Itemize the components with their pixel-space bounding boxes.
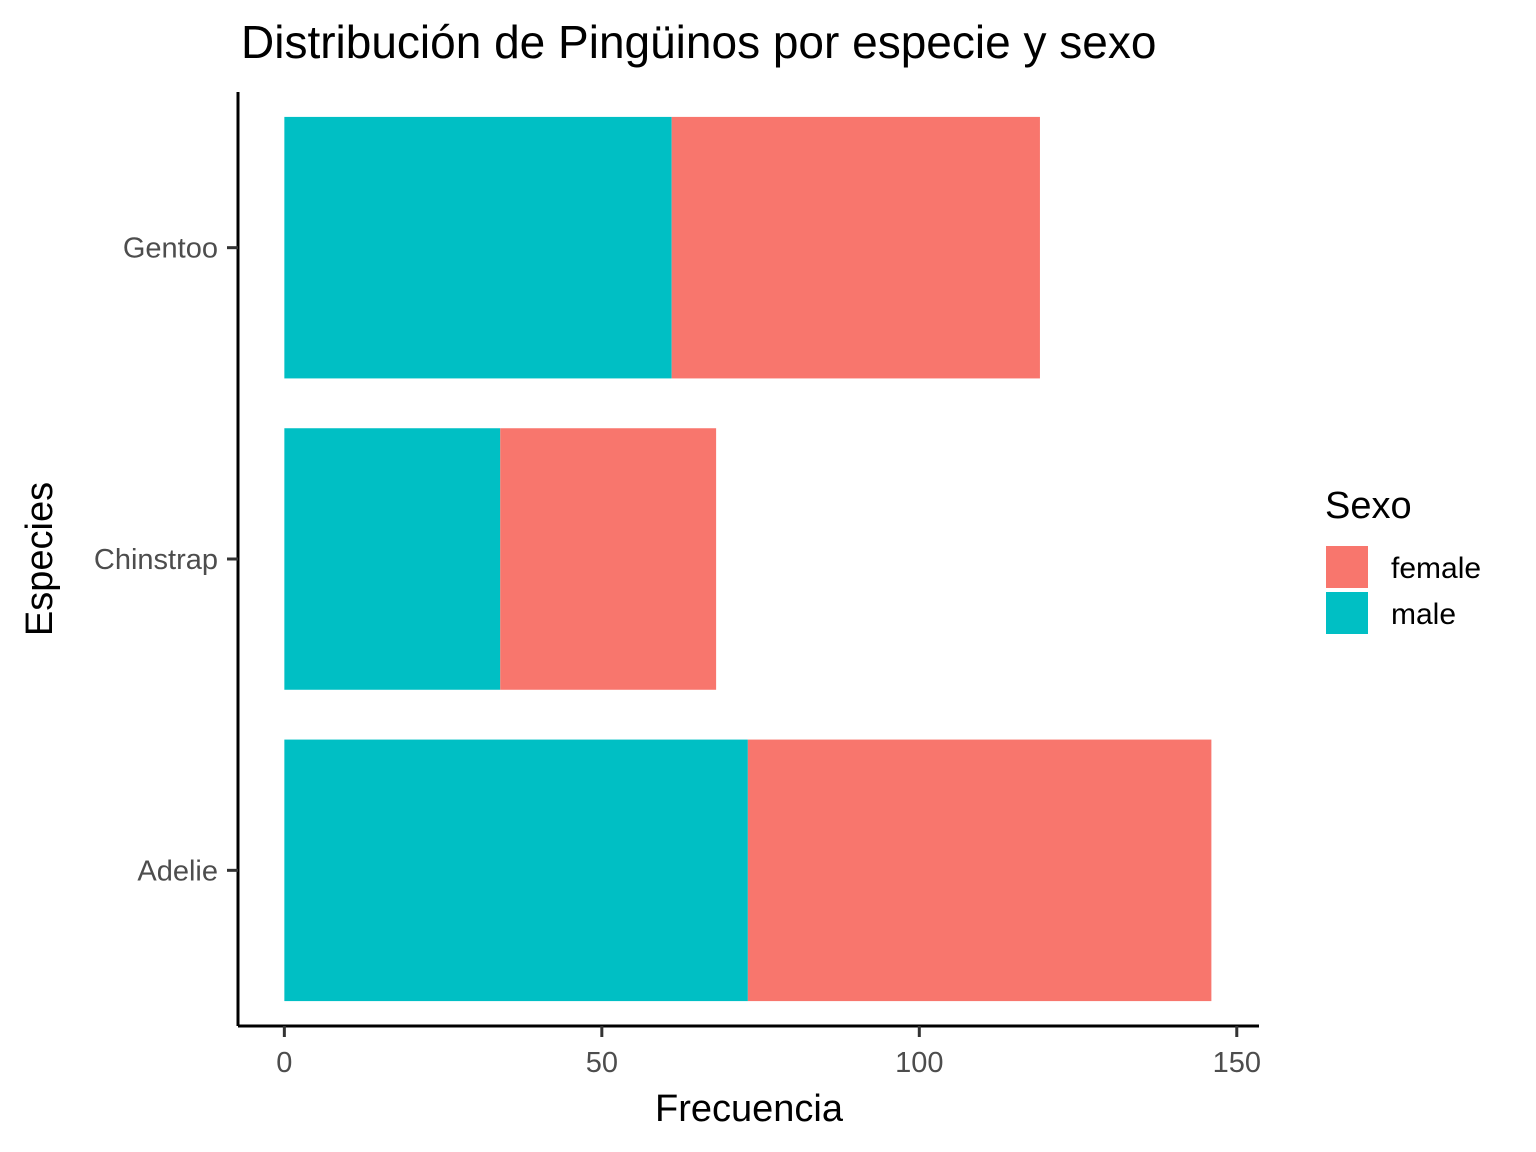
bar-adelie-female (747, 739, 1212, 1002)
legend-label-female: female (1391, 552, 1481, 585)
y-tick-label-chinstrap: Chinstrap (94, 544, 218, 576)
legend-swatch-female (1326, 546, 1368, 588)
bar-gentoo-male (284, 116, 672, 379)
y-tick-label-gentoo: Gentoo (123, 233, 218, 265)
x-tick-label: 50 (586, 1047, 618, 1079)
legend-title: Sexo (1325, 485, 1412, 527)
bar-chinstrap-female (500, 428, 717, 690)
legend: Sexo female male (1325, 485, 1481, 634)
bar-chinstrap-male (284, 428, 501, 690)
bars-layer (284, 116, 1212, 1002)
legend-label-male: male (1391, 598, 1456, 631)
y-ticks: Adelie Chinstrap Gentoo (94, 233, 238, 887)
bar-adelie-male (284, 739, 748, 1002)
legend-items: female male (1326, 546, 1481, 634)
legend-swatch-male (1326, 592, 1368, 634)
x-tick-label: 100 (895, 1047, 943, 1079)
x-tick-label: 150 (1213, 1047, 1261, 1079)
x-axis-title: Frecuencia (655, 1088, 844, 1130)
x-tick-label: 0 (276, 1047, 292, 1079)
chart-title: Distribución de Pingüinos por especie y … (241, 16, 1156, 68)
x-ticks: 0 50 100 150 (276, 1026, 1261, 1079)
bar-gentoo-female (671, 116, 1040, 379)
y-tick-label-adelie: Adelie (137, 855, 218, 887)
y-axis-title: Especies (19, 482, 61, 636)
